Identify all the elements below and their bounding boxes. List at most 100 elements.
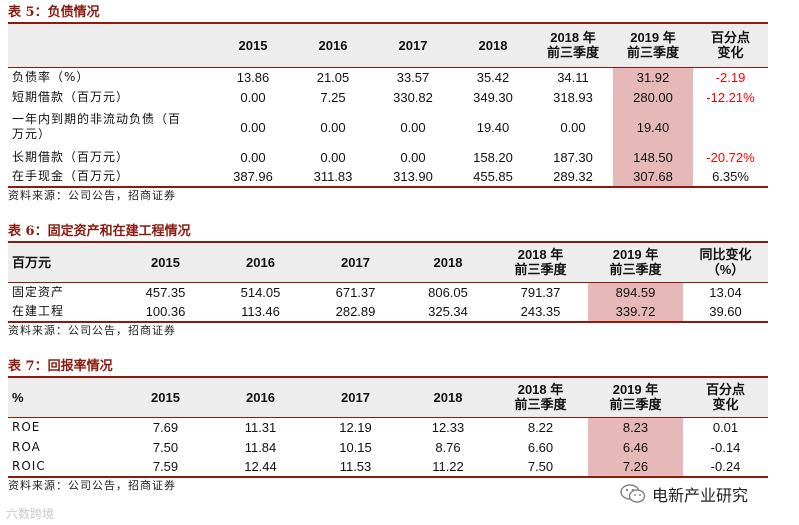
cell: 12.19 <box>339 419 372 435</box>
header-line: 百分点 <box>710 30 750 46</box>
cell: 11.53 <box>308 457 403 478</box>
table7-title: 表 7：回报率情况 <box>8 359 113 374</box>
header-cell: 2015 <box>213 22 293 68</box>
cell-highlight: 8.23 <box>588 417 683 437</box>
cell: 12.33 <box>431 419 465 435</box>
cell: 0.00 <box>240 119 266 135</box>
table-row: ROE 7.69 11.31 12.19 12.33 8.22 8.23 0.0… <box>8 417 768 437</box>
cell: 318.93 <box>553 89 593 105</box>
cell: 33.57 <box>396 69 430 85</box>
table6-header-row: 百万元 2015 2016 2017 2018 2018 年前三季度 2019 … <box>8 241 768 283</box>
header-cell: % <box>8 376 118 418</box>
cell: 243.35 <box>493 302 588 323</box>
cell: 34.11 <box>557 69 589 85</box>
row-label: 一年内到期的非流动负债（百 万元） <box>8 107 213 147</box>
cell: 311.83 <box>293 167 373 188</box>
table7-section: 表 7：回报率情况 % 2015 2016 2017 2018 2018 年前三… <box>8 358 768 494</box>
source-note: 资料来源：公司公告，招商证券 <box>8 479 176 492</box>
cell: 0.00 <box>240 89 266 105</box>
table6-title: 表 6：固定资产和在建工程情况 <box>8 224 191 239</box>
header-line: 2018 年 <box>517 382 564 398</box>
header-cell <box>8 22 213 68</box>
row-label: 长期借款（百万元） <box>12 149 130 164</box>
header-line: 2019 年 <box>630 30 676 46</box>
cell-highlight: 7.26 <box>588 457 683 478</box>
table5: 2015 2016 2017 2018 2018 年前三季度 2019 年前三季… <box>8 22 768 188</box>
cell: 113.46 <box>213 302 308 323</box>
table-row: 短期借款（百万元） 0.00 7.25 330.82 349.30 318.93… <box>8 87 768 107</box>
table7-header-row: % 2015 2016 2017 2018 2018 年前三季度 2019 年前… <box>8 376 768 418</box>
header-line: 2018 年 <box>550 30 596 46</box>
header-cell: 2018 <box>403 241 493 283</box>
header-line: 2018 年 <box>517 247 564 263</box>
header-cell: 2016 <box>213 376 308 418</box>
source-note: 资料来源：公司公告，招商证券 <box>8 324 176 337</box>
watermark-right-label: 电新产业研究 <box>652 486 749 505</box>
cell-change: -0.14 <box>710 439 741 455</box>
cell: 8.22 <box>527 419 554 435</box>
header-cell: 2018 年前三季度 <box>493 376 588 418</box>
table-row: ROIC 7.59 12.44 11.53 11.22 7.50 7.26 -0… <box>8 457 768 478</box>
header-line: 同比变化 <box>699 247 752 263</box>
cell: 0.00 <box>560 119 586 135</box>
header-cell: 2015 <box>118 241 213 283</box>
table-row: ROA 7.50 11.84 10.15 8.76 6.60 6.46 -0.1… <box>8 437 768 457</box>
header-cell: 2017 <box>373 22 453 68</box>
cell-highlight: 307.68 <box>613 167 693 188</box>
row-label: 负债率（%） <box>12 69 90 84</box>
cell: 11.22 <box>403 457 493 478</box>
header-cell: 百分点 变化 <box>693 22 768 68</box>
header-line: 前三季度 <box>609 262 662 278</box>
header-cell: 2016 <box>213 241 308 283</box>
table-row: 负债率（%） 13.86 21.05 33.57 35.42 34.11 31.… <box>8 67 768 87</box>
cell: 0.00 <box>320 119 346 135</box>
cell: 8.76 <box>435 439 461 455</box>
table-row: 在建工程 100.36 113.46 282.89 325.34 243.35 … <box>8 302 768 323</box>
cell: 0.00 <box>400 149 426 165</box>
header-line: 前三季度 <box>514 262 567 278</box>
header-line: 2019 年 <box>612 382 659 398</box>
table-row: 固定资产 457.35 514.05 671.37 806.05 791.37 … <box>8 282 768 302</box>
header-line: 变化 <box>717 45 744 61</box>
cell-change: 13.04 <box>709 284 742 300</box>
header-cell: 同比变化 （%） <box>683 241 768 283</box>
cell: 0.00 <box>400 119 426 135</box>
cell: 791.37 <box>520 284 561 300</box>
cell-highlight: 31.92 <box>613 67 693 87</box>
watermark-right: 电新产业研究 <box>620 482 748 506</box>
cell-highlight: 894.59 <box>588 282 683 302</box>
row-label: ROA <box>12 439 41 454</box>
cell: 6.60 <box>527 439 554 455</box>
cell-highlight: 148.50 <box>613 147 693 167</box>
cell-change: -12.21% <box>706 89 755 105</box>
cell: 806.05 <box>428 284 468 300</box>
header-cell: 2018 <box>453 22 533 68</box>
cell: 7.50 <box>152 439 179 455</box>
cell-highlight: 339.72 <box>588 302 683 323</box>
cell: 325.34 <box>403 302 493 323</box>
cell: 11.84 <box>244 439 277 455</box>
header-line: 前三季度 <box>546 45 599 61</box>
cell-change: 39.60 <box>683 302 768 323</box>
header-cell: 2019 年前三季度 <box>613 22 693 68</box>
cell-highlight: 6.46 <box>588 437 683 457</box>
table-row: 一年内到期的非流动负债（百 万元） 0.00 0.00 0.00 19.40 0.… <box>8 107 768 147</box>
cell: 349.30 <box>473 89 513 105</box>
header-cell: 2018 年前三季度 <box>493 241 588 283</box>
cell-change: -20.72% <box>706 149 755 165</box>
header-line: 前三季度 <box>609 397 662 413</box>
cell: 330.82 <box>393 89 433 105</box>
cell-highlight: 19.40 <box>613 107 693 147</box>
row-label: 固定资产 <box>12 284 65 299</box>
header-cell: 2019 年前三季度 <box>588 376 683 418</box>
header-line: 2019 年 <box>612 247 659 263</box>
header-cell: 2017 <box>308 241 403 283</box>
header-cell: 百万元 <box>8 241 118 283</box>
cell-change: 6.35% <box>693 167 768 188</box>
source-note: 资料来源：公司公告，招商证券 <box>8 189 176 202</box>
wechat-icon <box>620 484 646 504</box>
header-line: 变化 <box>712 397 739 413</box>
cell: 7.50 <box>493 457 588 478</box>
header-line: 百分点 <box>705 382 745 398</box>
row-label-line: 一年内到期的非流动负债（百 <box>12 112 182 126</box>
